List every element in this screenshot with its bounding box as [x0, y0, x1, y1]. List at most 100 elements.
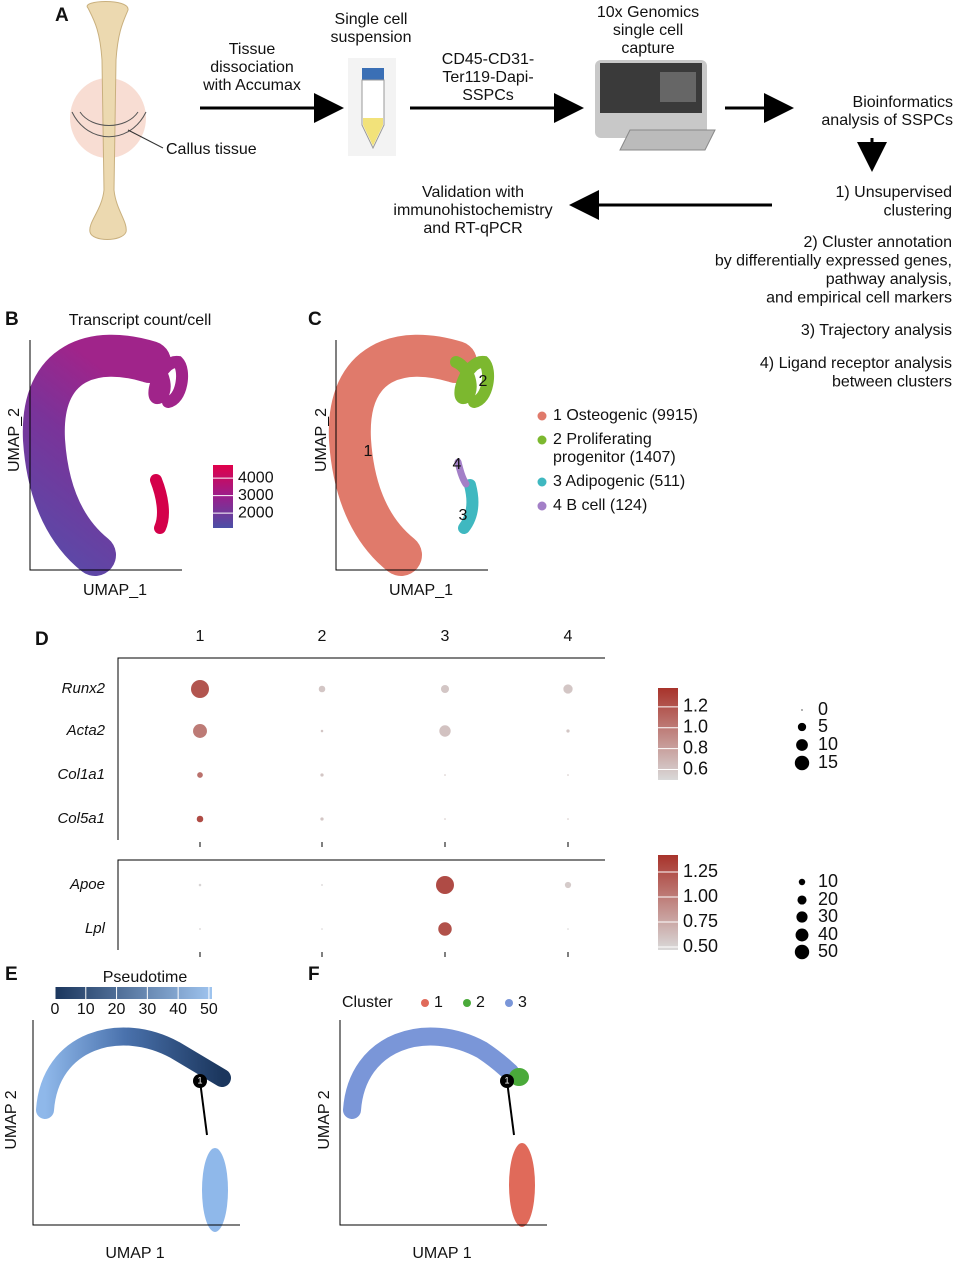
dot: [440, 684, 450, 694]
label: 30: [138, 1001, 156, 1018]
label: F: [308, 964, 320, 985]
label: Cluster: [342, 994, 393, 1011]
label: clustering: [884, 203, 952, 220]
legend-swatch: [537, 411, 547, 421]
label: 2 Proliferating: [553, 431, 652, 448]
label: 50: [818, 941, 838, 961]
bone-illustration: [70, 1, 164, 240]
label: with Accumax: [202, 77, 301, 94]
label: 3: [441, 628, 450, 645]
label: 3: [459, 507, 468, 524]
dot: [438, 922, 452, 936]
label: 1.00: [683, 886, 718, 906]
dot: [444, 774, 446, 776]
label: Acta2: [66, 722, 106, 739]
label: 0.6: [683, 758, 708, 778]
label: Col5a1: [57, 810, 105, 827]
label: UMAP_1: [389, 582, 453, 599]
label: between clusters: [832, 374, 952, 391]
label: Single cell: [335, 11, 408, 28]
legend-swatch: [537, 501, 547, 511]
legend-swatch: [537, 435, 547, 445]
label: C: [308, 309, 322, 330]
label: 0.75: [683, 911, 718, 931]
label: Validation with: [422, 184, 524, 201]
label: 2) Cluster annotation: [803, 234, 952, 251]
size-legend-dot: [798, 878, 806, 886]
legend-swatch: [505, 999, 513, 1007]
dot: [320, 729, 324, 733]
umap-c: [328, 334, 495, 576]
label: 1: [504, 1075, 509, 1085]
label: 0.8: [683, 737, 708, 757]
dot: [199, 928, 201, 930]
label: 3000: [238, 487, 274, 504]
dot: [318, 685, 326, 693]
label: analysis of SSPCs: [821, 112, 953, 129]
label: UMAP 2: [316, 1090, 333, 1149]
dot: [193, 724, 207, 738]
colorbar: [55, 987, 212, 999]
label: 3: [518, 994, 527, 1011]
label: 3) Trajectory analysis: [801, 322, 952, 339]
label: suspension: [331, 29, 412, 46]
label: 3 Adipogenic (511): [553, 473, 685, 490]
dotplot-frame: [117, 859, 605, 950]
label: Apoe: [69, 876, 105, 893]
label: CD45-CD31-: [442, 51, 534, 68]
size-legend-dot: [794, 755, 810, 771]
label: 4: [564, 628, 573, 645]
size-legend-dot: [797, 722, 807, 732]
dot: [191, 680, 209, 698]
label: 40: [169, 1001, 187, 1018]
dot: [564, 881, 572, 889]
dot: [198, 883, 202, 887]
size-legend-dot: [795, 928, 809, 942]
label: B: [5, 309, 19, 330]
dot: [321, 884, 323, 886]
trajectory-f: [343, 1027, 535, 1227]
dotplot-frame: [117, 657, 605, 840]
axis: [335, 340, 488, 571]
label: capture: [621, 40, 674, 57]
label: 2: [479, 373, 488, 390]
dot: [567, 818, 569, 820]
label: 20: [108, 1001, 126, 1018]
size-legend-dot: [796, 739, 808, 751]
label: 0.50: [683, 936, 718, 956]
label: 2000: [238, 504, 274, 521]
label: Tissue: [229, 41, 276, 58]
label: SSPCs: [462, 87, 514, 104]
dot: [321, 928, 323, 930]
label: UMAP_2: [6, 408, 23, 472]
label: 50: [200, 1001, 218, 1018]
axis: [29, 340, 182, 571]
label: 1.2: [683, 696, 708, 716]
label: 30: [818, 906, 838, 926]
dot: [197, 772, 203, 778]
label: 4) Ligand receptor analysis: [760, 355, 952, 372]
dot: [439, 725, 451, 737]
label: 4000: [238, 469, 274, 486]
label: 5: [818, 716, 828, 736]
label: 1: [364, 443, 373, 460]
label: 1.0: [683, 716, 708, 736]
label: 20: [818, 889, 838, 909]
label: 15: [818, 752, 838, 772]
label: by differentially expressed genes,: [715, 253, 952, 270]
trajectory-e: [36, 1027, 231, 1232]
arrows: [200, 93, 887, 220]
label: 40: [818, 924, 838, 944]
size-legend-dot: [794, 944, 810, 960]
dot: [567, 928, 569, 930]
label: 1.25: [683, 861, 718, 881]
label: single cell: [613, 22, 683, 39]
label: UMAP_1: [83, 582, 147, 599]
dot: [320, 817, 324, 821]
tube-illustration: [348, 58, 396, 156]
label: Ter119-Dapi-: [442, 69, 533, 86]
label: UMAP 1: [412, 1245, 471, 1262]
colorbar: [658, 688, 678, 780]
label: 1) Unsupervised: [836, 184, 953, 201]
